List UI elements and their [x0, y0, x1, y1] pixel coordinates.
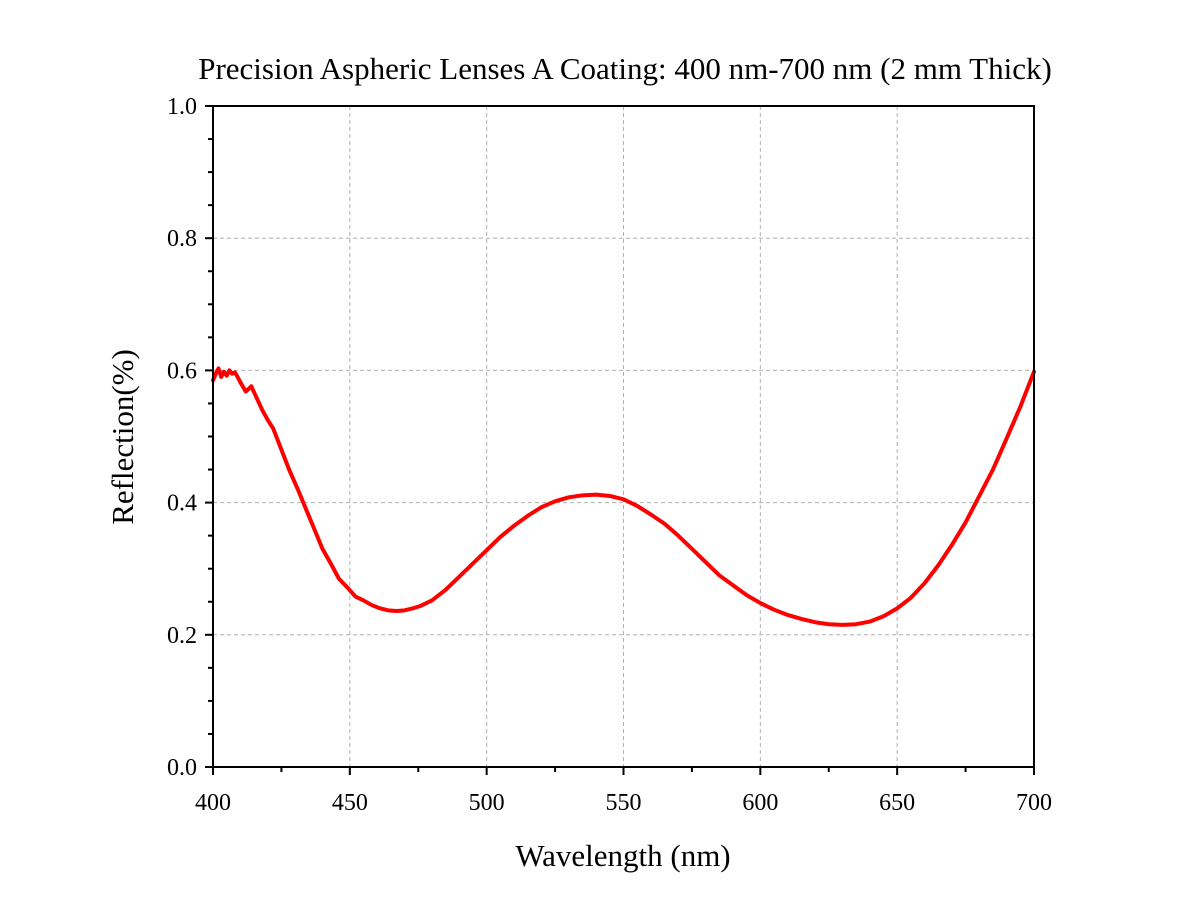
x-tick-label: 550	[606, 790, 642, 816]
y-tick-labels: 0.0 0.2 0.4 0.6 0.8 1.0	[167, 94, 197, 781]
x-axis-label: Wavelength (nm)	[515, 838, 730, 873]
y-tick-label: 0.2	[167, 623, 197, 649]
x-tick-label: 400	[195, 790, 231, 816]
x-tick-label: 450	[332, 790, 368, 816]
grid	[213, 106, 1034, 767]
x-tick-label: 650	[879, 790, 915, 816]
y-tick-label: 1.0	[167, 94, 197, 120]
reflection-curve	[211, 366, 1036, 627]
axis-ticks	[205, 105, 1035, 775]
y-axis-label: Reflection(%)	[105, 349, 140, 525]
x-tick-label: 500	[469, 790, 505, 816]
y-tick-label: 0.4	[167, 491, 197, 517]
y-tick-label: 0.6	[167, 358, 197, 384]
y-tick-label: 0.0	[167, 755, 197, 781]
x-tick-labels: 400 450 500 550 600 650 700	[195, 790, 1052, 816]
x-tick-label: 600	[742, 790, 778, 816]
x-tick-label: 700	[1016, 790, 1052, 816]
y-tick-label: 0.8	[167, 226, 197, 252]
chart-title: Precision Aspheric Lenses A Coating: 400…	[198, 51, 1052, 86]
